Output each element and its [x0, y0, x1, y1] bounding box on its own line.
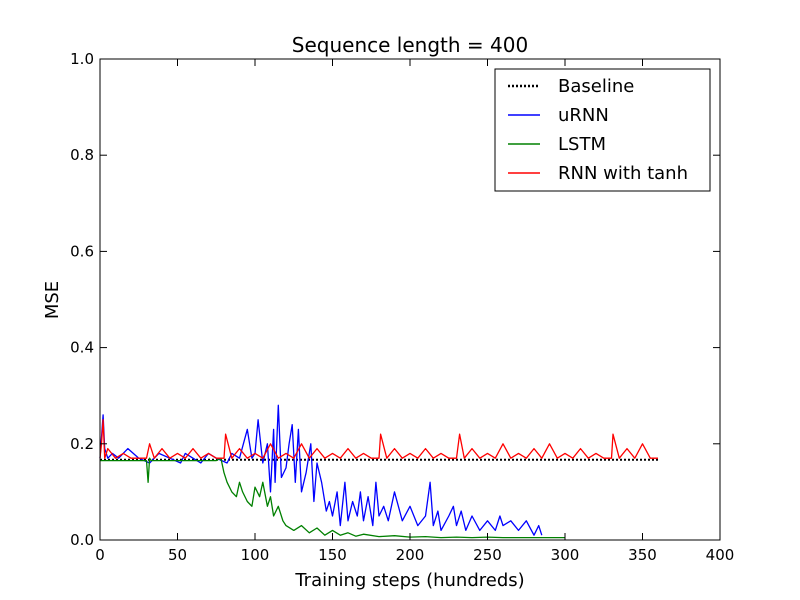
series-layer — [99, 404, 658, 539]
legend-box — [494, 68, 711, 192]
x-tick-label-2: 100 — [241, 546, 270, 564]
x-tick-label-1: 50 — [168, 546, 187, 564]
legend-label-3: RNN with tanh — [558, 163, 688, 184]
legend: Baseline uRNN LSTM RNN with tanh — [494, 68, 711, 192]
legend-label-1: uRNN — [558, 105, 609, 126]
legend-label-0: Baseline — [558, 76, 634, 97]
x-tick-label-3: 150 — [318, 546, 347, 564]
series-line-1 — [99, 404, 543, 536]
x-tick-label-5: 250 — [473, 546, 502, 564]
y-tick-label-4: 0.8 — [70, 146, 94, 164]
x-tick-label-0: 0 — [95, 546, 105, 564]
series-line-3 — [99, 419, 658, 459]
chart-title: Sequence length = 400 — [292, 33, 528, 57]
y-tick-label-0: 0.0 — [70, 531, 94, 549]
x-tick-label-4: 200 — [396, 546, 425, 564]
y-tick-label-5: 1.0 — [70, 50, 94, 68]
series-line-2 — [100, 457, 565, 539]
tick-layer: 0 50 100 150 200 250 300 350 400 0.0 0.2 0.4 0.6 0.8 1… — [70, 50, 734, 564]
legend-label-2: LSTM — [558, 134, 606, 155]
y-tick-label-3: 0.6 — [70, 242, 94, 260]
y-axis-label: MSE — [42, 281, 63, 319]
y-tick-label-2: 0.4 — [70, 339, 94, 357]
x-tick-label-7: 350 — [628, 546, 657, 564]
x-tick-label-8: 400 — [706, 546, 735, 564]
y-tick-label-1: 0.2 — [70, 435, 94, 453]
x-axis-label: Training steps (hundreds) — [294, 570, 524, 591]
x-tick-label-6: 300 — [551, 546, 580, 564]
